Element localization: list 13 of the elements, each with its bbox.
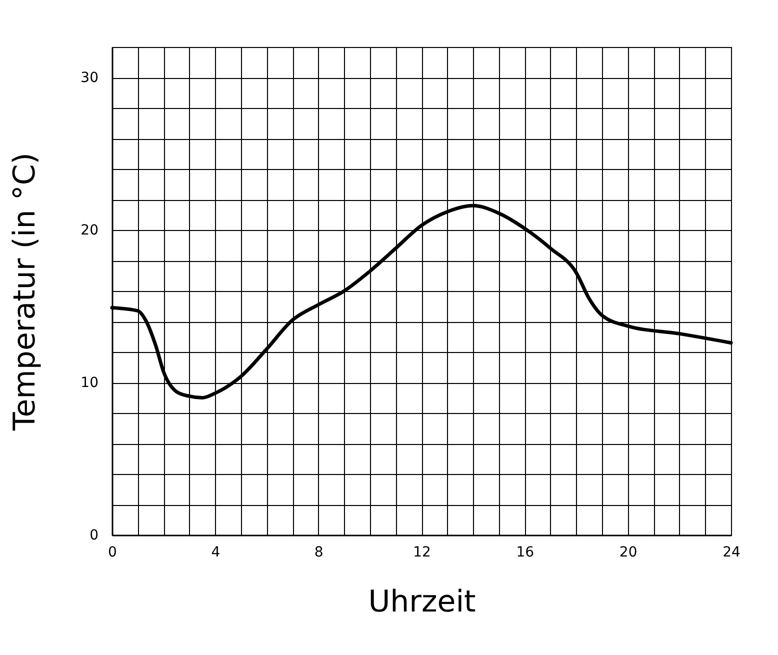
y-tick-label: 10 (80, 375, 98, 391)
x-tick-label: 12 (413, 544, 431, 560)
y-tick-label: 20 (80, 222, 98, 238)
y-axis-title: Temperatur (in °C) (8, 152, 43, 432)
x-tick-label: 20 (619, 544, 638, 560)
x-tick-label: 16 (516, 544, 534, 560)
x-tick-label: 8 (314, 544, 324, 560)
x-axis-title: Uhrzeit (368, 584, 476, 620)
x-tick-label: 0 (108, 544, 117, 560)
x-tick-label: 24 (722, 544, 740, 560)
y-tick-label: 30 (80, 70, 98, 86)
x-tick-label: 4 (211, 544, 220, 560)
y-tick-label: 0 (90, 528, 98, 544)
